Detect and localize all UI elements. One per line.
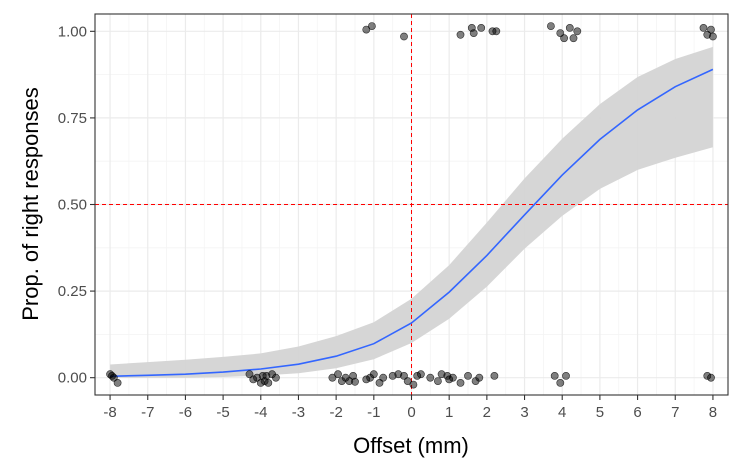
x-tick-label: 3 bbox=[520, 404, 528, 421]
y-tick-label: 0.50 bbox=[58, 197, 87, 214]
y-tick-label: 0.75 bbox=[58, 110, 87, 127]
y-tick-label: 1.00 bbox=[58, 23, 87, 40]
x-tick-label: 8 bbox=[709, 404, 717, 421]
data-points bbox=[106, 22, 717, 389]
data-point bbox=[264, 378, 273, 387]
fit-curve bbox=[110, 68, 714, 378]
x-tick-label: -4 bbox=[254, 404, 267, 421]
data-point bbox=[113, 378, 122, 387]
data-point bbox=[456, 30, 465, 39]
data-point bbox=[328, 373, 337, 382]
data-point bbox=[108, 371, 116, 380]
fit-line bbox=[110, 68, 714, 378]
data-point bbox=[409, 380, 418, 389]
data-point bbox=[464, 371, 472, 380]
x-tick-label: -5 bbox=[216, 404, 229, 421]
data-point bbox=[469, 29, 478, 37]
data-point bbox=[707, 25, 715, 34]
data-point bbox=[448, 373, 457, 382]
data-point bbox=[351, 377, 359, 386]
x-tick-label: 6 bbox=[633, 404, 641, 421]
y-axis-ticks: 0.00 0.25 0.50 0.75 1.00 bbox=[58, 23, 95, 387]
data-point bbox=[556, 378, 565, 387]
data-point bbox=[490, 371, 499, 380]
data-point bbox=[569, 34, 578, 43]
data-point bbox=[379, 373, 388, 382]
data-point bbox=[573, 27, 582, 36]
x-tick-label: -1 bbox=[367, 404, 380, 421]
data-point bbox=[562, 371, 570, 380]
x-tick-label: 1 bbox=[445, 404, 453, 421]
x-tick-label: -8 bbox=[103, 404, 116, 421]
data-point bbox=[477, 23, 486, 32]
x-tick-label: 0 bbox=[407, 404, 415, 421]
data-point bbox=[245, 370, 254, 379]
data-point bbox=[433, 377, 442, 385]
x-tick-label: -2 bbox=[329, 404, 342, 421]
data-point bbox=[456, 378, 465, 387]
data-point bbox=[403, 377, 412, 385]
data-point bbox=[367, 22, 376, 30]
data-point bbox=[492, 27, 501, 36]
data-point bbox=[550, 371, 559, 380]
data-point bbox=[369, 370, 378, 379]
data-point bbox=[400, 32, 408, 41]
data-point bbox=[426, 373, 435, 382]
y-tick-label: 0.25 bbox=[58, 283, 87, 300]
data-point bbox=[560, 34, 568, 43]
data-point bbox=[565, 23, 574, 32]
data-point bbox=[416, 370, 425, 379]
data-point bbox=[699, 23, 708, 32]
data-point bbox=[707, 373, 715, 382]
x-tick-label: 7 bbox=[671, 404, 679, 421]
x-tick-label: -6 bbox=[179, 404, 192, 421]
x-tick-label: 4 bbox=[558, 404, 566, 421]
data-point bbox=[362, 25, 371, 34]
x-axis-title: Offset (mm) bbox=[353, 433, 469, 458]
x-tick-label: -7 bbox=[141, 404, 154, 421]
x-tick-label: 5 bbox=[596, 404, 604, 421]
y-tick-label: 0.00 bbox=[58, 370, 87, 387]
data-point bbox=[709, 32, 717, 41]
data-point bbox=[475, 373, 484, 382]
data-point bbox=[334, 370, 342, 379]
x-tick-label: -3 bbox=[292, 404, 305, 421]
x-axis-ticks: -8 -7 -6 -5 -4 -3 -2 -1 0 1 2 3 4 5 6 7 8 bbox=[103, 395, 717, 421]
reference-lines bbox=[95, 14, 728, 395]
y-axis-title: Prop. of right responses bbox=[18, 87, 43, 321]
data-point bbox=[547, 22, 555, 30]
x-tick-label: 2 bbox=[483, 404, 491, 421]
data-point bbox=[271, 373, 280, 382]
